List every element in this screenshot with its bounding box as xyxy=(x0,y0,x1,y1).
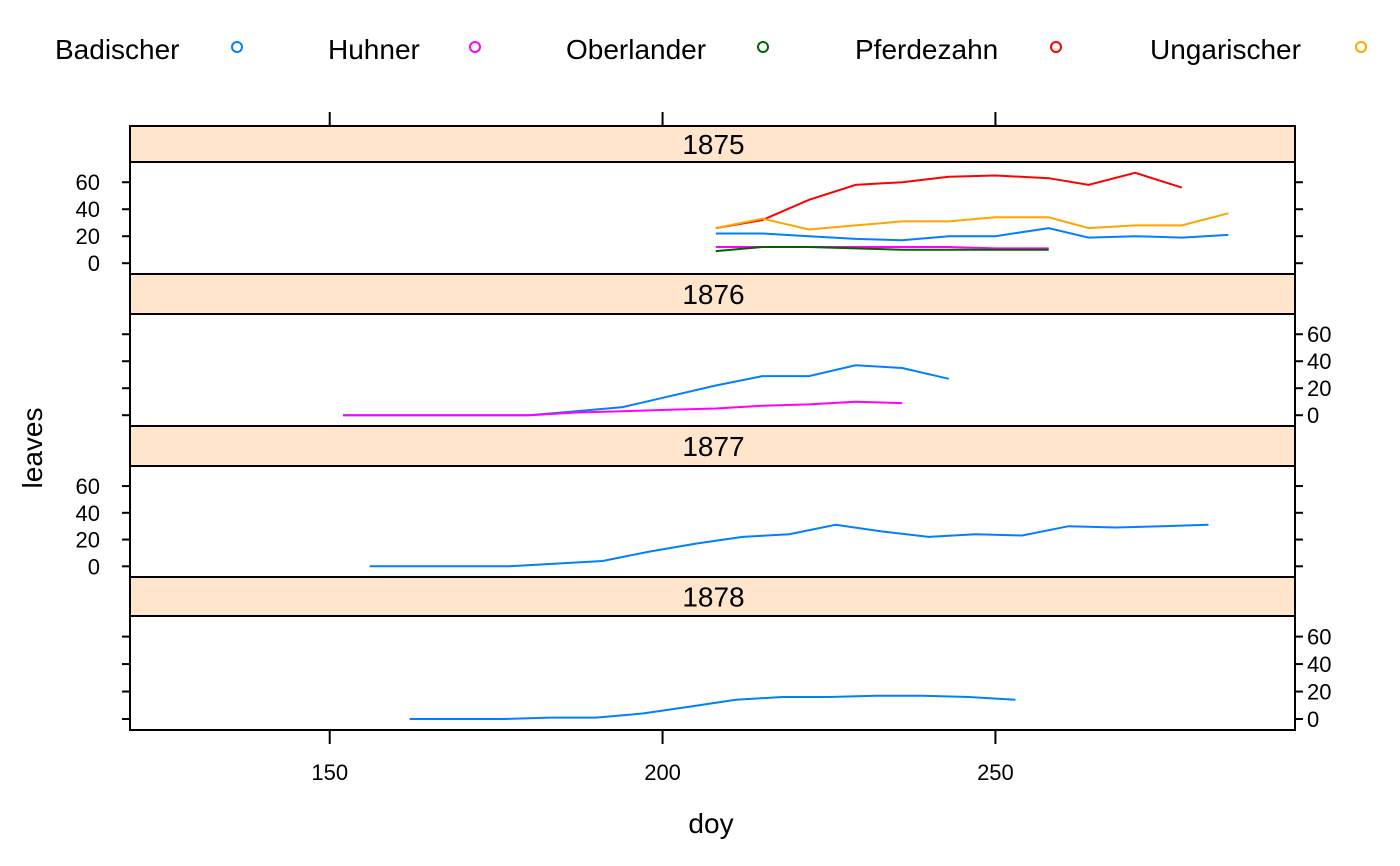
panel-strip xyxy=(129,273,1296,315)
x-tick-label: 200 xyxy=(644,760,681,785)
y-tick-label: 60 xyxy=(76,474,100,499)
x-axis-label: doy xyxy=(688,808,733,839)
panel-strip xyxy=(129,425,1296,467)
y-tick-label: 60 xyxy=(1307,625,1331,650)
x-tick-label: 150 xyxy=(311,760,348,785)
y-tick-label: 20 xyxy=(76,528,100,553)
legend-label: Pferdezahn xyxy=(855,34,998,65)
panel-frame xyxy=(129,615,1296,731)
y-tick-label: 0 xyxy=(1307,707,1319,732)
y-tick-label: 40 xyxy=(76,501,100,526)
series-line-badischer xyxy=(715,227,1229,242)
panel-strip-label: 1877 xyxy=(682,431,744,462)
legend-label: Badischer xyxy=(55,34,180,65)
panel-strip-label: 1876 xyxy=(682,279,744,310)
y-tick-label: 60 xyxy=(76,170,100,195)
legend-key xyxy=(757,41,769,53)
y-tick-label: 20 xyxy=(1307,680,1331,705)
axes: 150 200 250 xyxy=(311,112,1014,785)
series-line-ungarischer xyxy=(715,212,1229,231)
y-tick-label: 0 xyxy=(88,251,100,276)
y-tick-label: 60 xyxy=(1307,322,1331,347)
panel-strip-label: 1878 xyxy=(682,582,744,613)
y-tick-label: 40 xyxy=(1307,349,1331,374)
series-line-huhner xyxy=(343,400,903,417)
y-tick-label: 40 xyxy=(76,197,100,222)
series-line-pferdezahn xyxy=(715,171,1183,230)
panel-frame xyxy=(129,161,1296,275)
panel-strip-label: 1875 xyxy=(682,129,744,160)
legend-key xyxy=(1355,41,1367,53)
y-tick-label: 20 xyxy=(76,224,100,249)
legend-label: Ungarischer xyxy=(1150,34,1301,65)
panel-strip xyxy=(129,125,1296,163)
panel-frame xyxy=(129,465,1296,578)
series-line-badischer xyxy=(409,694,1016,720)
legend: Badischer Huhner Oberlander Pferdezahn Ungar… xyxy=(55,34,1367,65)
y-tick-label: 0 xyxy=(1307,403,1319,428)
y-tick-label: 40 xyxy=(1307,652,1331,677)
y-tick-label: 20 xyxy=(1307,376,1331,401)
series-line-badischer xyxy=(343,364,950,417)
series-line-badischer xyxy=(369,523,1209,568)
series-line-oberlander xyxy=(715,246,1049,253)
legend-key xyxy=(469,41,481,53)
legend-key xyxy=(231,41,243,53)
y-axis-label: leaves xyxy=(17,408,48,489)
y-tick-label: 0 xyxy=(88,554,100,579)
legend-label: Huhner xyxy=(328,34,420,65)
legend-label: Oberlander xyxy=(566,34,706,65)
legend-key xyxy=(1050,41,1062,53)
panels: 1875020406018760204060187702040601878020… xyxy=(76,125,1331,732)
x-tick-label: 250 xyxy=(977,760,1014,785)
